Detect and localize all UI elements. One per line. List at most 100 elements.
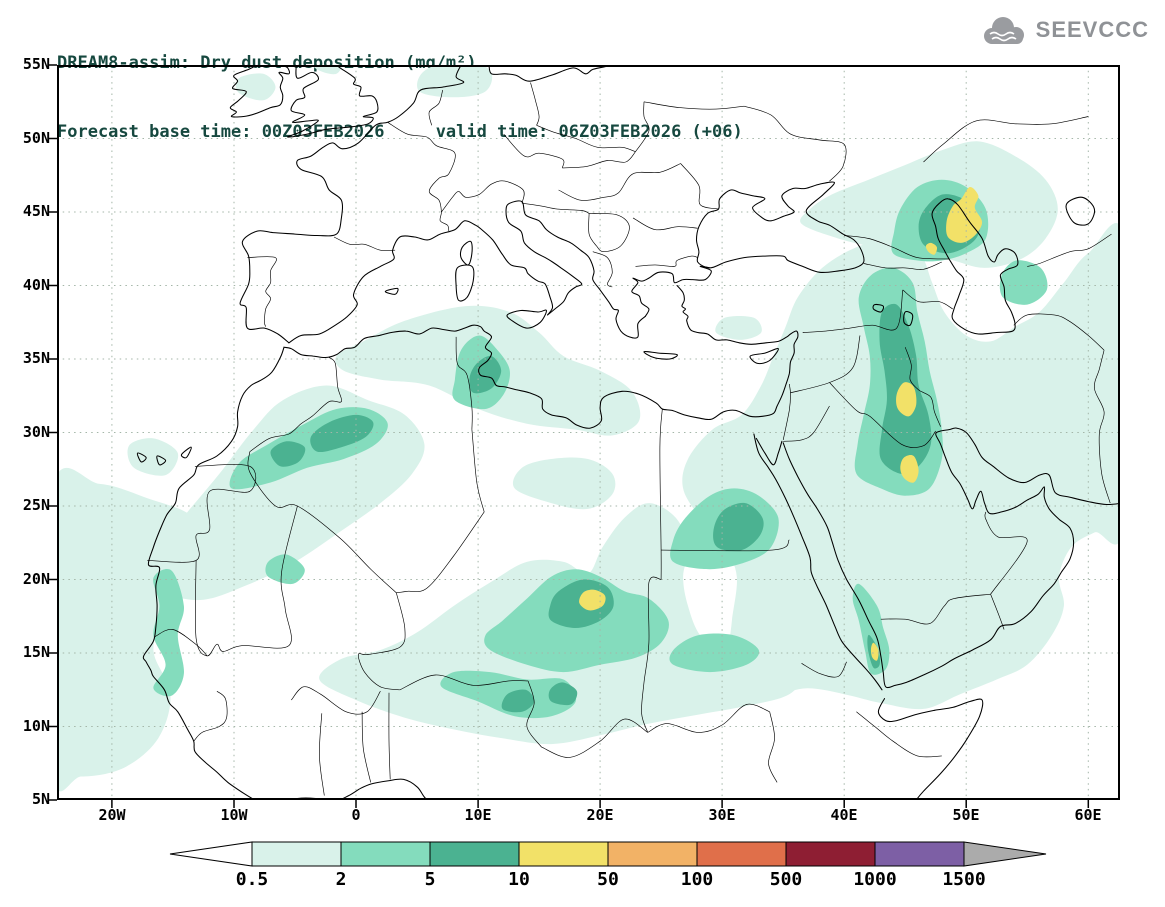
colorbar-segment	[607, 841, 698, 867]
dust-region-level-2	[153, 569, 184, 697]
country-border	[680, 163, 719, 210]
lat-label: 45N	[22, 202, 50, 220]
coastline	[229, 65, 290, 118]
coastline-border-layer	[136, 65, 1120, 800]
country-border	[661, 539, 790, 552]
country-border	[829, 382, 936, 448]
country-border	[902, 289, 953, 310]
country-border	[319, 713, 325, 796]
country-border	[1013, 313, 1105, 351]
country-border	[541, 718, 648, 758]
dust-region-level-1	[127, 438, 179, 476]
country-border	[635, 255, 698, 267]
map-canvas	[49, 64, 1120, 808]
lat-label: 55N	[22, 55, 50, 73]
coastline-island-or-lake	[136, 452, 147, 463]
coastline-island-or-lake	[1065, 196, 1096, 226]
lat-label: 10N	[22, 717, 50, 735]
country-border	[358, 592, 406, 691]
dust-region-level-4	[946, 186, 983, 243]
dust-region-level-1	[235, 73, 276, 101]
country-border	[923, 116, 1089, 163]
country-border	[1093, 350, 1111, 504]
lon-label: 50E	[952, 806, 980, 824]
coastline	[877, 698, 984, 800]
dust-region-level-2	[999, 260, 1048, 305]
country-border	[455, 336, 473, 430]
coastline-island-or-lake	[459, 240, 473, 266]
coastline	[142, 346, 285, 800]
map-frame	[57, 65, 1120, 800]
dust-shading-layer	[57, 65, 1120, 792]
country-border	[387, 122, 456, 232]
dust-region-level-2	[669, 633, 760, 673]
colorbar-segment	[251, 841, 342, 867]
lon-label: 20W	[98, 806, 126, 824]
lat-label: 40N	[22, 276, 50, 294]
coastline	[753, 433, 883, 691]
country-border	[471, 429, 485, 512]
country-border	[782, 383, 791, 440]
colorbar	[169, 841, 1047, 867]
country-border	[647, 703, 770, 733]
coastline-island-or-lake	[872, 303, 885, 313]
dust-region-level-1	[417, 65, 493, 98]
lon-label: 60E	[1074, 806, 1102, 824]
colorbar-tick-label: 5	[424, 869, 436, 890]
country-border	[521, 202, 590, 214]
lon-label: 40E	[830, 806, 858, 824]
graticule	[57, 65, 1120, 800]
country-border	[399, 674, 529, 691]
country-border	[526, 680, 542, 748]
lat-label: 20N	[22, 570, 50, 588]
lon-label: 10W	[220, 806, 248, 824]
country-border	[744, 105, 847, 182]
country-border	[768, 711, 778, 783]
country-border	[361, 711, 372, 783]
country-border	[193, 690, 228, 742]
country-border	[428, 89, 444, 126]
lon-label: 0	[351, 806, 361, 824]
coastline-island-or-lake	[643, 350, 678, 360]
graticule-layer	[57, 65, 1120, 800]
lat-label: 50N	[22, 129, 50, 147]
lon-label: 10E	[464, 806, 492, 824]
colorbar-segment	[696, 841, 787, 867]
colorbar-tick-label: 50	[597, 869, 619, 890]
country-border	[588, 213, 630, 253]
colorbar-tick-label: 1500	[942, 869, 986, 890]
country-border	[194, 505, 298, 657]
colorbar-segment	[340, 841, 431, 867]
country-border	[801, 661, 847, 678]
country-border	[503, 133, 565, 168]
country-border	[558, 163, 681, 201]
country-border	[388, 692, 391, 780]
country-border	[904, 347, 941, 427]
dust-region-level-3	[270, 441, 306, 467]
country-border	[880, 593, 991, 625]
colorbar-tick-label: 10	[508, 869, 530, 890]
coastline-island-or-lake	[384, 287, 399, 295]
coastline-island-or-lake	[903, 311, 914, 327]
country-border	[536, 124, 636, 153]
dust-region-level-3	[501, 689, 535, 713]
dust-region-level-3	[713, 502, 764, 551]
coastline-island-or-lake	[506, 309, 547, 329]
colorbar-tick-label: 2	[335, 869, 347, 890]
logo-text: SEEVCCC	[1035, 17, 1149, 42]
dust-region-level-4	[900, 454, 919, 483]
dust-region-level-1	[312, 65, 343, 75]
coastline	[239, 65, 465, 344]
dust-region-level-3	[548, 682, 578, 706]
lat-label: 5N	[31, 790, 50, 808]
dust-region-level-1	[715, 316, 762, 340]
colorbar-tick-label: 0.5	[235, 869, 269, 890]
axis-tick-marks	[49, 64, 1090, 808]
coastline	[287, 65, 379, 138]
country-border	[562, 151, 636, 169]
coastline	[631, 265, 712, 317]
country-border	[1027, 233, 1112, 267]
lon-label: 20E	[586, 806, 614, 824]
coastline	[488, 65, 616, 82]
